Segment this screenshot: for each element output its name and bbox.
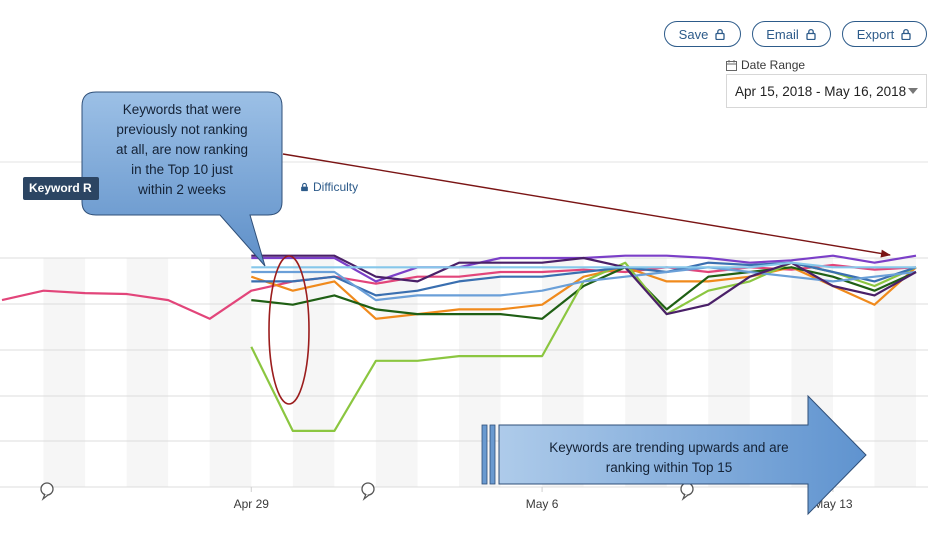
callout-bubble <box>81 91 283 267</box>
chart-series-group <box>1 254 917 432</box>
series-line-8 <box>251 254 917 316</box>
lock-icon <box>806 28 816 40</box>
note-pin-icon[interactable] <box>361 482 375 501</box>
lock-icon <box>715 28 725 40</box>
x-tick-label: May 6 <box>526 497 559 511</box>
calendar-icon <box>726 59 737 71</box>
chart-band <box>292 258 335 487</box>
note-pin-icon[interactable] <box>680 482 694 501</box>
tab-difficulty-label: Difficulty <box>313 180 359 194</box>
date-range-select[interactable]: Apr 15, 2018 - May 16, 2018 <box>726 74 927 108</box>
x-tick-label: Apr 29 <box>234 497 270 511</box>
email-button[interactable]: Email <box>752 21 831 47</box>
lock-icon <box>901 28 911 40</box>
trend-arrow-line <box>282 153 891 258</box>
chart-x-ticks: Apr 29 May 6 May 13 <box>40 482 853 511</box>
chart-band <box>126 258 169 487</box>
export-button[interactable]: Export <box>842 21 927 47</box>
arrow-text-line: Keywords are trending upwards and are <box>549 440 788 455</box>
save-label: Save <box>678 26 709 42</box>
chart-band <box>43 258 86 487</box>
date-range-label-text: Date Range <box>741 58 806 72</box>
chevron-down-icon <box>908 88 918 94</box>
series-line-9 <box>251 261 916 269</box>
callout-text-line: in the Top 10 just <box>131 162 233 177</box>
tab-difficulty[interactable]: Difficulty <box>300 180 358 194</box>
save-button[interactable]: Save <box>664 21 741 47</box>
callout-text-line: within 2 weeks <box>137 182 226 197</box>
series-line-3 <box>250 266 917 320</box>
chart-band <box>874 258 916 487</box>
email-label: Email <box>766 26 799 42</box>
callout-text-line: Keywords that were <box>123 102 242 117</box>
chart-band <box>209 258 252 487</box>
date-range-value: Apr 15, 2018 - May 16, 2018 <box>735 83 907 99</box>
trend-block-arrow <box>498 394 867 516</box>
tab-keyword-rank[interactable]: Keyword R <box>23 177 99 200</box>
lock-icon <box>301 182 308 192</box>
series-line-7 <box>251 266 917 302</box>
series-line-6 <box>251 261 917 297</box>
export-label: Export <box>856 26 895 42</box>
arrow-stripe <box>489 424 496 485</box>
chart-annotations: Keywords that were previously not ranking… <box>81 91 891 516</box>
note-pin-icon[interactable] <box>40 482 54 501</box>
highlight-ellipse <box>268 255 310 405</box>
tab-keyword-rank-label: Keyword R <box>29 181 92 195</box>
callout-text-line: at all, are now ranking <box>116 142 248 157</box>
date-range-label: Date Range <box>726 58 805 72</box>
arrow-text-line: ranking within Top 15 <box>606 460 733 475</box>
x-tick-label: May 13 <box>813 497 853 511</box>
callout-text-line: previously not ranking <box>116 122 247 137</box>
series-line-1 <box>1 263 917 320</box>
arrow-stripe <box>481 424 488 485</box>
